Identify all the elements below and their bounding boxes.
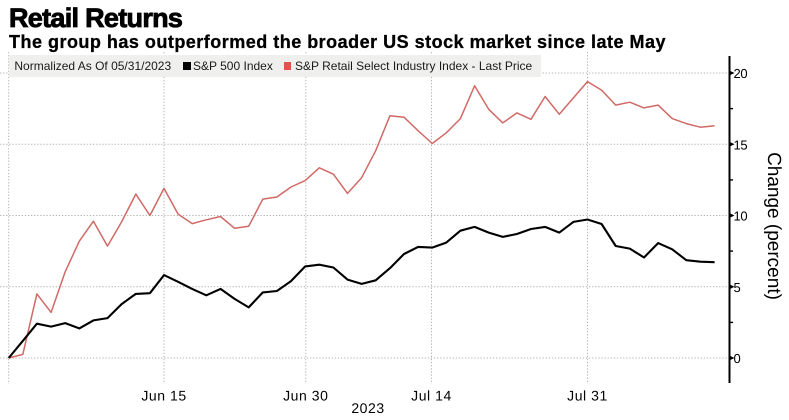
svg-text:Jul 14: Jul 14 <box>411 387 452 403</box>
svg-text:0: 0 <box>734 351 741 366</box>
svg-text:Change (percent): Change (percent) <box>763 152 784 300</box>
svg-text:15: 15 <box>734 137 748 152</box>
svg-text:Jun 30: Jun 30 <box>283 387 328 403</box>
svg-text:10: 10 <box>734 209 748 224</box>
svg-text:Jul 31: Jul 31 <box>567 387 608 403</box>
svg-text:5: 5 <box>734 280 741 295</box>
svg-text:2023: 2023 <box>351 400 384 416</box>
svg-text:20: 20 <box>734 66 748 81</box>
svg-text:Jun 15: Jun 15 <box>141 387 186 403</box>
